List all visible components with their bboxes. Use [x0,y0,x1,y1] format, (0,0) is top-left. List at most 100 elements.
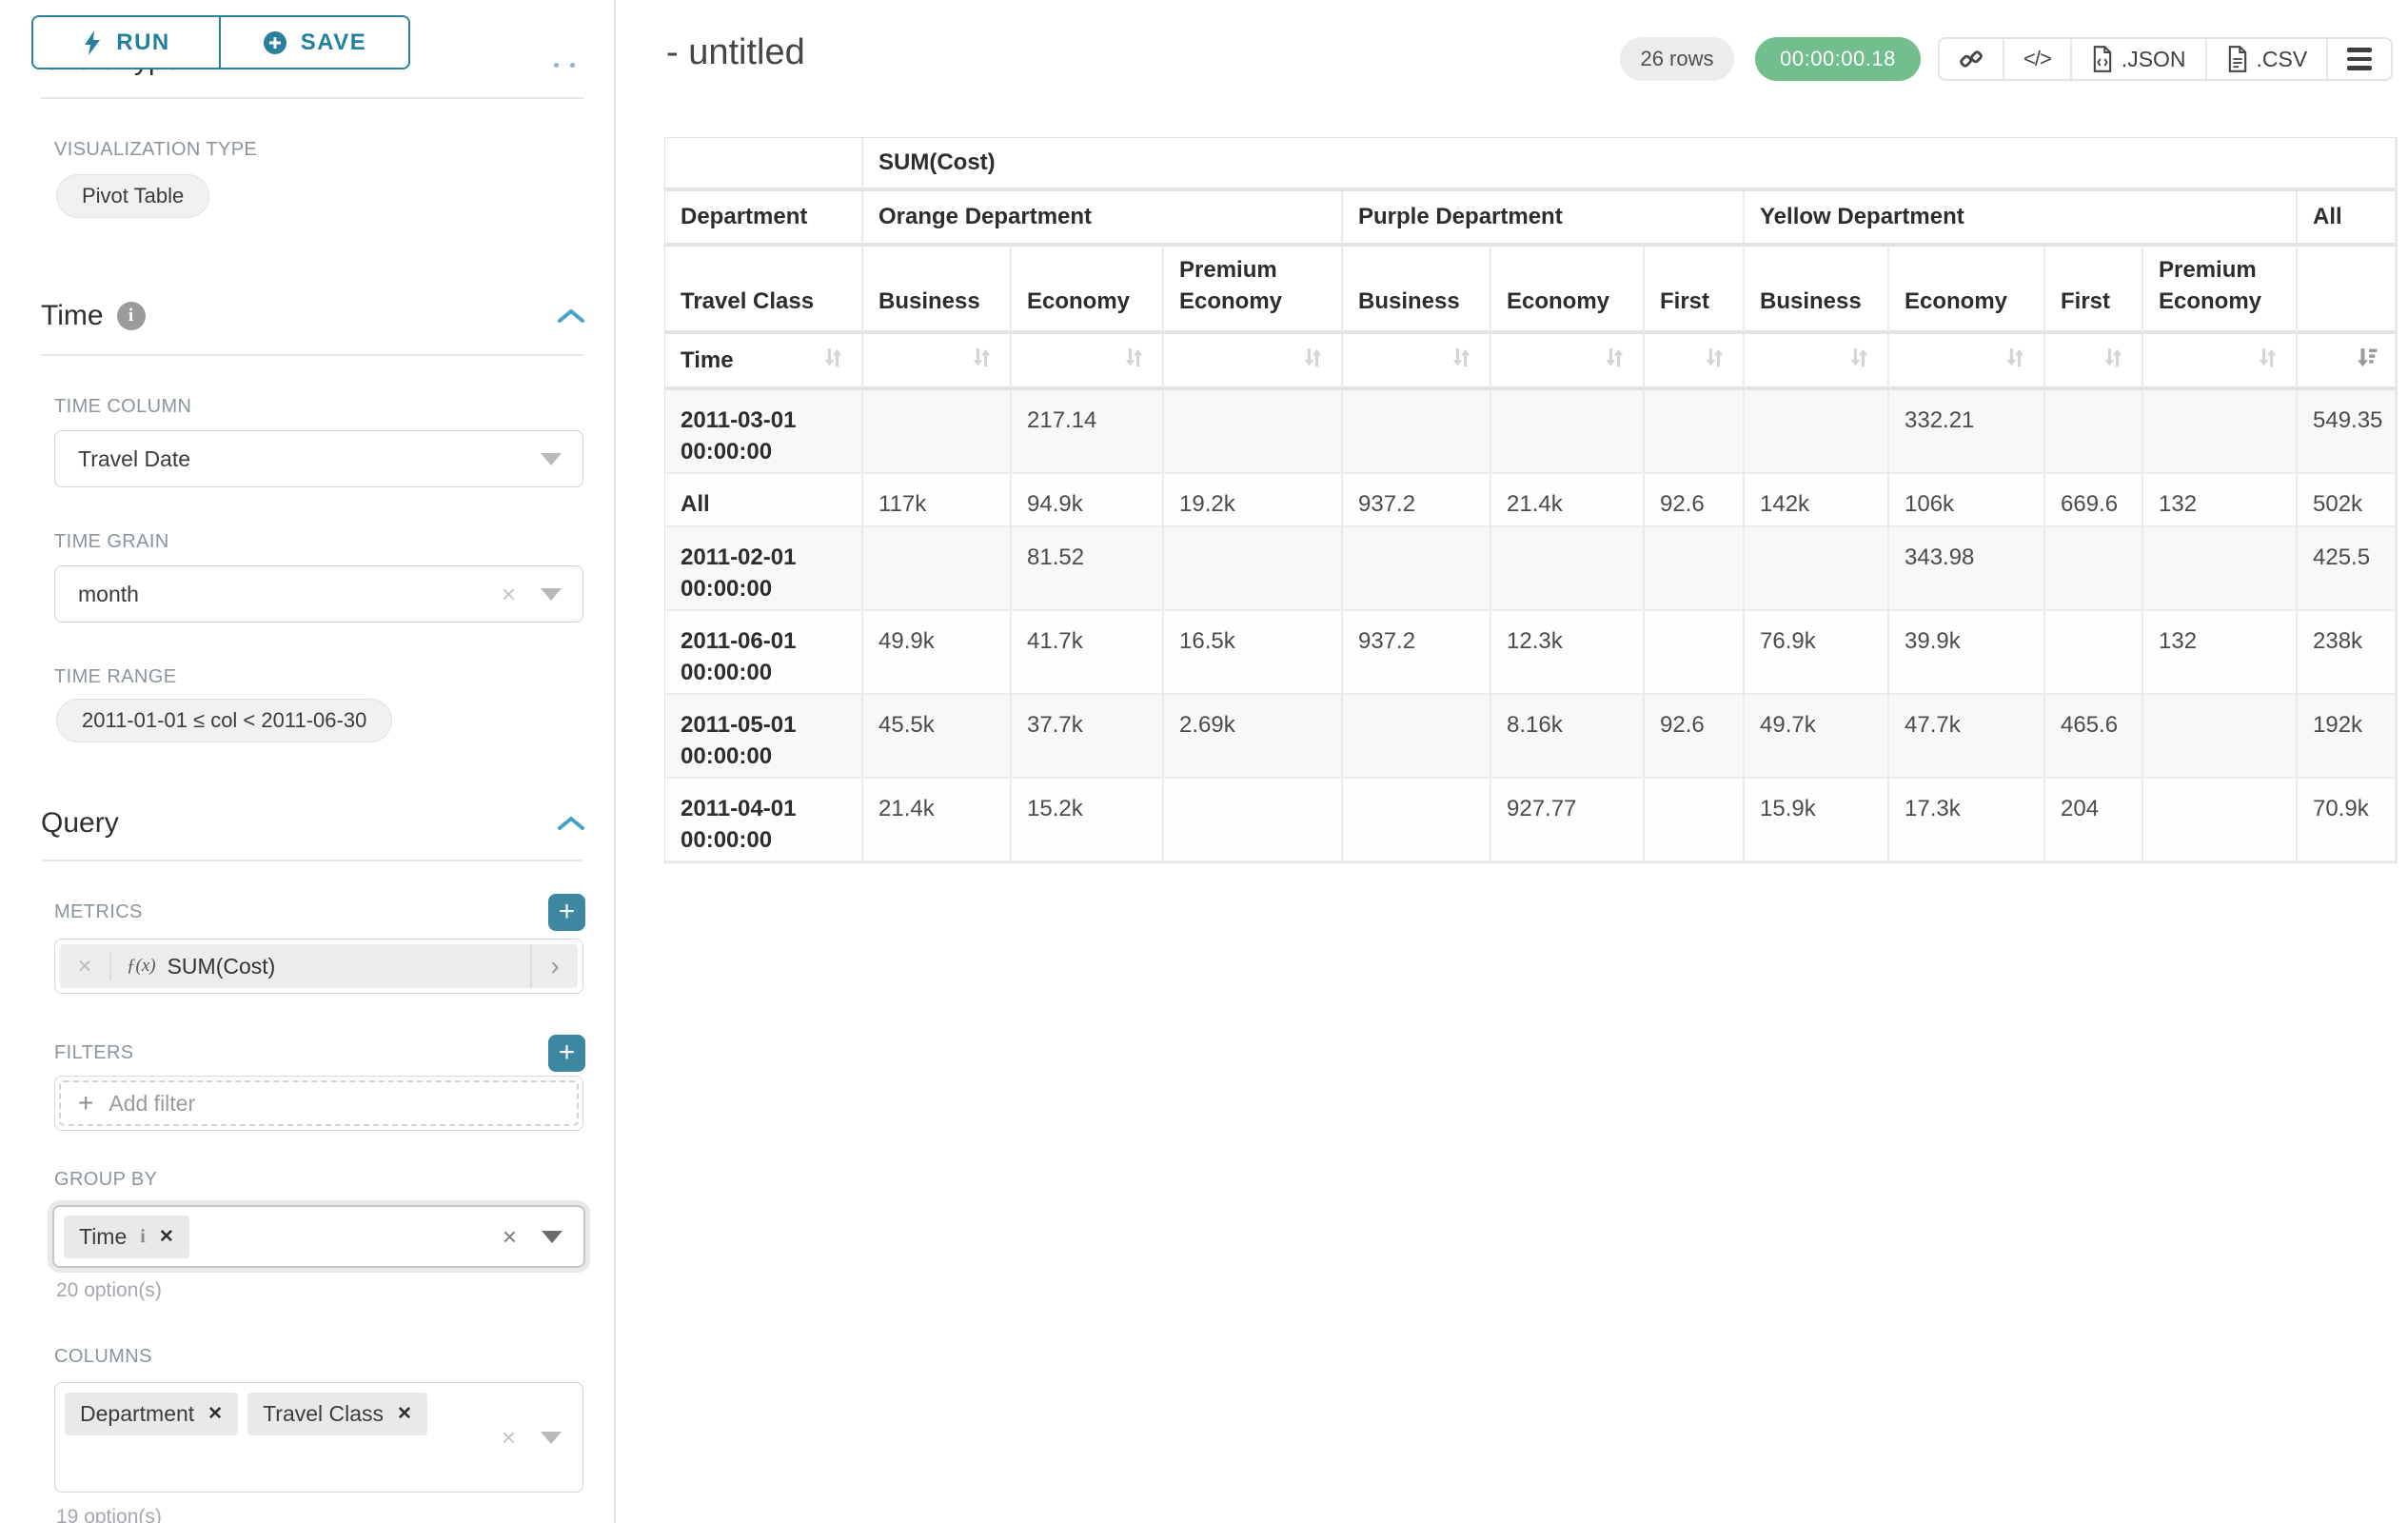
pivot-cell [1645,390,1745,474]
columns-select[interactable]: Department ✕ Travel Class ✕ × [54,1382,583,1493]
pivot-cell [2143,779,2298,862]
pivot-cell [2045,390,2143,474]
chip-label: Time [79,1223,128,1249]
sort-toggle-icon[interactable] [2003,345,2028,377]
sort-toggle-icon[interactable] [820,345,846,377]
chevron-up-icon[interactable] [557,815,585,832]
dimension-chip[interactable]: Department ✕ [65,1393,239,1435]
save-button[interactable]: SAVE [221,17,408,68]
chevron-up-icon[interactable] [557,307,585,325]
sort-toggle-icon[interactable] [2255,345,2280,377]
sortable-column[interactable] [1889,334,2045,390]
sort-toggle-icon[interactable] [1846,345,1872,377]
pivot-table: SUM(Cost) Department Orange Department Purp… [664,137,2398,863]
row-header: 2011-06-01 00:00:00 [665,611,863,695]
function-icon: ƒ(x) [127,956,156,976]
chevron-right-icon[interactable]: › [530,944,578,988]
pivot-cell: 21.4k [1491,474,1645,527]
travel-class-header: Economy [1012,247,1164,334]
time-column-select[interactable]: Travel Date [54,430,583,487]
visualization-type-value[interactable]: Pivot Table [56,174,210,218]
sortable-column[interactable] [1164,334,1343,390]
department-group-header: All [2298,191,2398,247]
chip-label: Travel Class [263,1401,385,1426]
pivot-cell: 132 [2143,611,2298,695]
pivot-cell: 106k [1889,474,2045,527]
json-file-icon [2093,46,2112,72]
add-filter-button[interactable]: + Add filter [59,1080,579,1126]
time-section-header[interactable]: Time i [41,300,585,332]
department-dimension-label: Department [665,191,863,247]
pivot-cell [2045,611,2143,695]
chart-area: - untitled 26 rows 00:00:00.18 </> .JSON… [617,0,2408,1523]
panel-divider[interactable] [614,0,616,1523]
sortable-column[interactable] [1012,334,1164,390]
close-icon[interactable]: ✕ [207,1404,224,1424]
remove-metric-icon[interactable]: × [60,952,111,980]
run-button[interactable]: RUN [33,17,221,68]
menu-button[interactable] [2328,39,2392,79]
department-group-header: Purple Department [1343,191,1745,247]
pivot-cell: 549.35 [2298,390,2398,474]
close-icon[interactable]: ✕ [397,1404,412,1424]
sortable-column[interactable] [863,334,1012,390]
export-csv-button[interactable]: .CSV [2206,39,2329,79]
time-range-value[interactable]: 2011-01-01 ≤ col < 2011-06-30 [56,699,393,742]
panel-drag-handle[interactable] [554,63,575,68]
clear-icon[interactable]: × [501,580,516,608]
department-group-header: Yellow Department [1745,191,2298,247]
metrics-label: METRICS [54,900,143,922]
pivot-cell: 425.5 [2298,527,2398,611]
sort-desc-icon[interactable] [2354,345,2379,377]
share-link-button[interactable] [1940,39,2004,79]
pivot-cell [1745,527,1889,611]
sortable-column[interactable] [1343,334,1491,390]
query-actions: RUN SAVE [31,15,410,69]
sortable-column[interactable] [2045,334,2143,390]
export-json-button[interactable]: .JSON [2071,39,2207,79]
sort-toggle-icon[interactable] [1702,345,1727,377]
pivot-table-container: SUM(Cost) Department Orange Department Purp… [664,137,2398,863]
pivot-cell [1343,779,1491,862]
sort-toggle-icon[interactable] [1449,345,1474,377]
lightning-icon [85,30,101,55]
travel-class-header: Economy [1491,247,1645,334]
dimension-chip[interactable]: Travel Class ✕ [247,1393,427,1435]
clear-icon[interactable]: × [502,1222,517,1251]
table-row: 2011-06-01 00:00:00 49.9k 41.7k 16.5k 937.2 1… [665,611,2398,695]
sortable-column[interactable] [1745,334,1889,390]
caret-down-icon[interactable] [541,1431,562,1444]
pivot-cell: 16.5k [1164,611,1343,695]
clear-icon[interactable]: × [501,1423,516,1452]
travel-class-header: First [2045,247,2143,334]
sortable-column[interactable] [1491,334,1645,390]
sort-toggle-icon[interactable] [1121,345,1147,377]
caret-down-icon[interactable] [541,587,562,601]
caret-down-icon[interactable] [541,452,562,465]
pivot-cell [1164,779,1343,862]
plus-icon: + [558,896,576,927]
add-metric-button[interactable]: + [548,893,585,931]
chart-title[interactable]: - untitled [666,32,805,72]
close-icon[interactable]: ✕ [158,1226,174,1247]
add-filter-plus-button[interactable]: + [548,1034,585,1072]
visualization-type-label: VISUALIZATION TYPE [54,139,258,160]
time-grain-select[interactable]: month × [54,565,583,623]
dimension-chip[interactable]: Time i ✕ [64,1215,189,1258]
embed-code-button[interactable]: </> [2004,39,2072,79]
sortable-column[interactable] [2298,334,2398,390]
sortable-column[interactable] [2143,334,2298,390]
query-section-header[interactable]: Query [41,807,585,840]
caret-down-icon[interactable] [542,1230,563,1243]
sort-toggle-icon[interactable] [969,345,995,377]
sort-toggle-icon[interactable] [1300,345,1326,377]
sortable-column[interactable] [1645,334,1745,390]
travel-class-header: First [1645,247,1745,334]
pivot-cell [2143,695,2298,779]
sort-toggle-icon[interactable] [2101,345,2126,377]
table-row: 2011-03-01 00:00:00 217.14 332.21 549.35 [665,390,2398,474]
metric-chip[interactable]: × ƒ(x) SUM(Cost) › [60,944,578,988]
group-by-select[interactable]: Time i ✕ × [52,1205,585,1268]
sort-toggle-icon[interactable] [1602,345,1628,377]
